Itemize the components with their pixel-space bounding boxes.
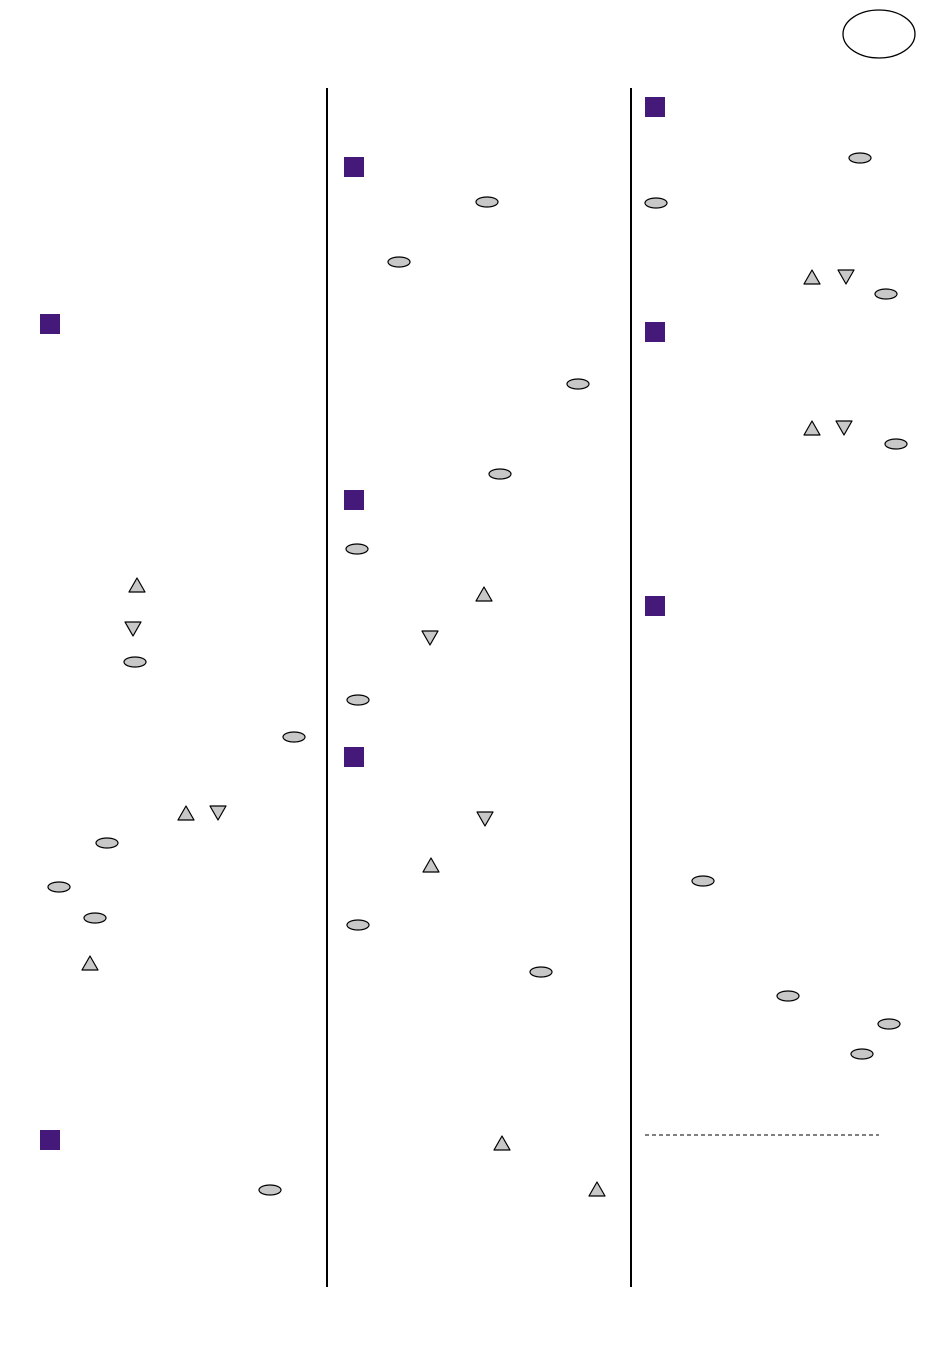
- section-marker: [344, 157, 364, 177]
- button-icon: [387, 256, 411, 268]
- up-arrow-icon: [177, 805, 195, 821]
- button-icon: [566, 378, 590, 390]
- button-icon: [877, 1018, 901, 1030]
- button-icon: [345, 543, 369, 555]
- section-marker: [645, 596, 665, 616]
- up-arrow-icon: [475, 586, 493, 602]
- section-marker: [645, 97, 665, 117]
- section-marker: [344, 490, 364, 510]
- button-icon: [691, 875, 715, 887]
- button-icon: [874, 288, 898, 300]
- up-arrow-icon: [493, 1135, 511, 1151]
- down-arrow-icon: [476, 811, 494, 827]
- button-icon: [529, 966, 553, 978]
- button-icon: [850, 1048, 874, 1060]
- button-icon: [346, 919, 370, 931]
- button-icon: [475, 196, 499, 208]
- button-icon: [644, 197, 668, 209]
- button-icon: [123, 656, 147, 668]
- button-icon: [848, 152, 872, 164]
- button-icon: [884, 438, 908, 450]
- button-icon: [83, 912, 107, 924]
- up-arrow-icon: [803, 269, 821, 285]
- button-icon: [258, 1184, 282, 1196]
- section-marker: [40, 1130, 60, 1150]
- down-arrow-icon: [124, 621, 142, 637]
- down-arrow-icon: [837, 269, 855, 285]
- up-arrow-icon: [588, 1181, 606, 1197]
- section-marker: [344, 747, 364, 767]
- down-arrow-icon: [835, 420, 853, 436]
- section-marker: [40, 314, 60, 334]
- button-icon: [776, 990, 800, 1002]
- button-icon: [346, 694, 370, 706]
- button-icon: [282, 731, 306, 743]
- up-arrow-icon: [81, 955, 99, 971]
- up-arrow-icon: [422, 857, 440, 873]
- page-badge: [842, 9, 916, 59]
- button-icon: [488, 468, 512, 480]
- section-marker: [645, 322, 665, 342]
- button-icon: [47, 881, 71, 893]
- down-arrow-icon: [421, 630, 439, 646]
- button-icon: [95, 837, 119, 849]
- down-arrow-icon: [209, 805, 227, 821]
- up-arrow-icon: [803, 420, 821, 436]
- up-arrow-icon: [128, 577, 146, 593]
